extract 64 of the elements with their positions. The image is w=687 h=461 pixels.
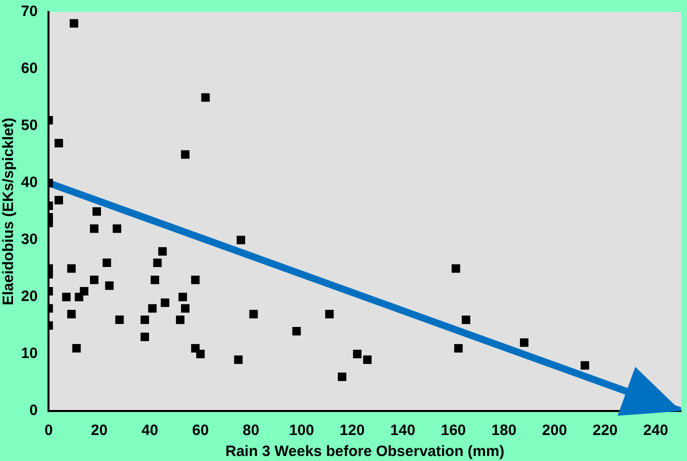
point: [105, 281, 114, 290]
x-tick-label: 80: [242, 422, 260, 440]
point: [181, 304, 190, 313]
point: [249, 310, 258, 318]
x-tick-label: 40: [142, 422, 158, 440]
point: [54, 196, 64, 204]
x-axis-title: Rain 3 Weeks before Observation (mm): [225, 443, 504, 460]
point: [176, 316, 184, 324]
point: [338, 372, 346, 382]
x-tick-label: 0: [44, 422, 53, 440]
y-tick-label: 30: [20, 231, 38, 248]
x-tick-label: 140: [390, 422, 416, 440]
x-tick-label: 120: [340, 422, 365, 440]
x-tick-label: 20: [90, 422, 108, 440]
point: [112, 224, 122, 233]
x-tick-label: 220: [592, 422, 618, 440]
point: [72, 344, 81, 353]
point: [67, 264, 76, 273]
point: [140, 332, 150, 342]
x-tick-label: 200: [542, 422, 568, 440]
point: [62, 292, 71, 302]
point: [70, 19, 78, 28]
point: [160, 298, 170, 307]
point: [115, 316, 124, 324]
y-tick-label: 10: [20, 345, 38, 362]
y-tick-label: 40: [20, 174, 38, 192]
y-axis-title: Elaeidobius (EKs/spicklet): [0, 118, 18, 306]
y-tick-label: 60: [20, 60, 38, 78]
point: [234, 355, 243, 364]
y-tick-label: 70: [20, 3, 38, 20]
point: [454, 344, 463, 353]
x-tick-label: 100: [289, 422, 314, 440]
y-tick-label: 50: [20, 117, 38, 134]
y-tick-label: 0: [29, 402, 38, 420]
point: [90, 276, 98, 284]
point: [452, 264, 460, 273]
point: [363, 355, 372, 364]
point: [353, 350, 362, 358]
point: [54, 138, 64, 148]
point: [196, 350, 205, 358]
point: [140, 316, 150, 324]
point: [148, 304, 157, 313]
x-tick-label: 180: [491, 422, 516, 440]
point: [181, 150, 190, 159]
point: [158, 247, 167, 256]
point: [153, 258, 162, 268]
point: [520, 338, 528, 347]
point: [191, 276, 200, 284]
point: [90, 224, 98, 233]
point: [236, 236, 246, 244]
point: [80, 287, 88, 296]
point: [178, 292, 187, 302]
point: [580, 361, 590, 370]
point: [292, 326, 301, 336]
point: [462, 316, 470, 324]
point: [102, 258, 112, 268]
x-tick-label: 60: [192, 422, 209, 440]
x-tick-label: 160: [440, 422, 466, 440]
x-tick-label: 240: [643, 422, 668, 440]
y-tick-label: 20: [20, 288, 38, 306]
point: [150, 276, 160, 284]
point: [67, 310, 76, 318]
point: [325, 310, 334, 318]
point: [92, 207, 101, 216]
